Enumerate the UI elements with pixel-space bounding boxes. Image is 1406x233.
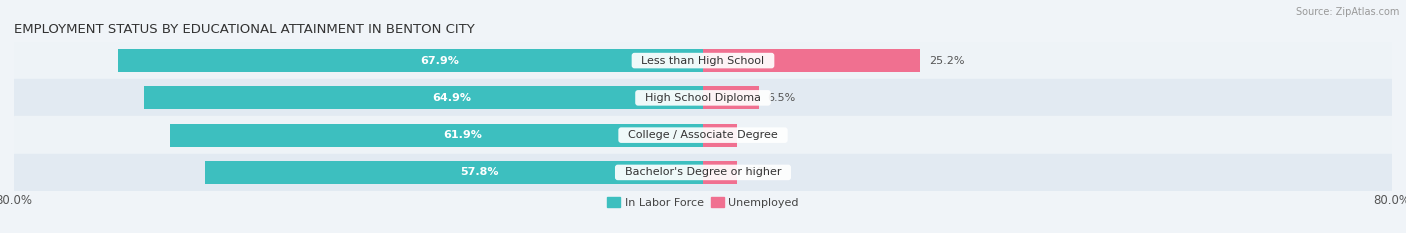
- Text: High School Diploma: High School Diploma: [638, 93, 768, 103]
- Bar: [703, 161, 738, 184]
- Text: 0.0%: 0.0%: [747, 130, 775, 140]
- Legend: In Labor Force, Unemployed: In Labor Force, Unemployed: [603, 193, 803, 212]
- Bar: [703, 123, 738, 147]
- Text: Less than High School: Less than High School: [634, 56, 772, 65]
- Bar: [703, 49, 920, 72]
- Text: 64.9%: 64.9%: [432, 93, 471, 103]
- Text: 57.8%: 57.8%: [460, 168, 498, 177]
- Bar: [143, 86, 703, 110]
- Text: EMPLOYMENT STATUS BY EDUCATIONAL ATTAINMENT IN BENTON CITY: EMPLOYMENT STATUS BY EDUCATIONAL ATTAINM…: [14, 23, 475, 36]
- Text: Bachelor's Degree or higher: Bachelor's Degree or higher: [617, 168, 789, 177]
- Text: 67.9%: 67.9%: [420, 56, 460, 65]
- Text: 0.0%: 0.0%: [747, 168, 775, 177]
- Text: College / Associate Degree: College / Associate Degree: [621, 130, 785, 140]
- Bar: [205, 161, 703, 184]
- Text: 61.9%: 61.9%: [444, 130, 482, 140]
- Text: 25.2%: 25.2%: [928, 56, 965, 65]
- Bar: [14, 154, 1392, 191]
- Bar: [14, 79, 1392, 116]
- Bar: [703, 86, 759, 110]
- Text: 6.5%: 6.5%: [768, 93, 796, 103]
- Bar: [118, 49, 703, 72]
- Text: Source: ZipAtlas.com: Source: ZipAtlas.com: [1295, 7, 1399, 17]
- Bar: [14, 42, 1392, 79]
- Bar: [14, 116, 1392, 154]
- Bar: [170, 123, 703, 147]
